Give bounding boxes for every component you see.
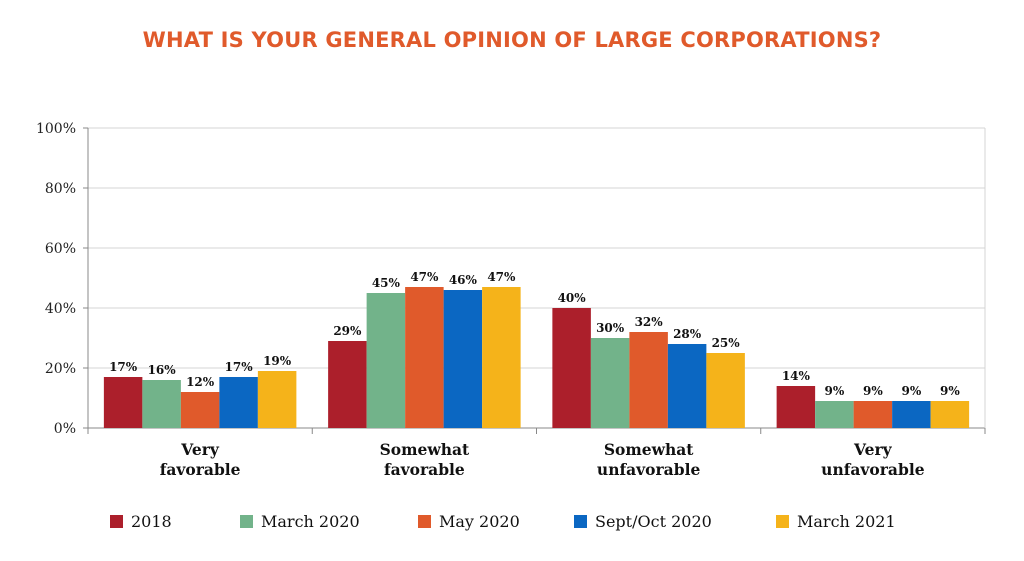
bar [930,401,970,428]
bar [815,401,854,428]
legend: 2018 March 2020 May 2020 Sept/Oct 2020 March… [110,512,896,531]
x-axis: VeryfavorableSomewhatfavorableSomewhatun… [87,428,986,479]
y-tick-label: 0% [54,421,76,437]
legend-swatch [574,515,587,528]
x-category-label: unfavorable [821,460,925,479]
data-label: 32% [635,315,664,329]
x-category-label: Very [180,440,220,459]
bar [667,344,707,428]
x-category-label: Somewhat [604,440,694,459]
bar [103,377,143,428]
data-label: 45% [372,276,401,290]
bar [552,308,591,428]
bar [405,287,444,428]
data-label: 29% [333,324,362,338]
chart-title: WHAT IS YOUR GENERAL OPINION OF LARGE CO… [142,28,882,52]
y-tick-label: 60% [45,241,76,257]
data-labels: 17% 16% 12% 17% 19% 29% 45% 47% 46% 47% 40% 30% 32% 2… [109,270,960,398]
y-tick-label: 80% [45,181,76,197]
legend-label: March 2020 [261,512,360,531]
y-axis: 0% 20% 40% 60% 80% 100% [36,121,986,437]
bar [219,377,258,428]
y-tick-label: 100% [36,121,76,137]
legend-swatch [776,515,789,528]
bar [776,386,816,428]
bar [443,290,483,428]
bar [257,371,297,428]
legend-swatch [240,515,253,528]
bar [482,287,521,428]
data-label: 9% [940,384,960,398]
legend-swatch [110,515,123,528]
data-label: 28% [673,327,702,341]
data-label: 19% [263,354,292,368]
data-label: 17% [109,360,138,374]
y-tick-label: 40% [45,301,76,317]
data-label: 9% [863,384,883,398]
bar [328,341,367,428]
x-category-label: Very [853,440,893,459]
bar [366,293,406,428]
y-tick-label: 20% [45,361,76,377]
bar [629,332,668,428]
data-label: 47% [410,270,439,284]
legend-label: 2018 [131,512,172,531]
bar [706,353,745,428]
data-label: 9% [824,384,844,398]
data-label: 16% [148,363,177,377]
bar [892,401,931,428]
x-category-label: favorable [384,460,465,479]
legend-swatch [418,515,431,528]
legend-label: Sept/Oct 2020 [595,512,712,531]
data-label: 30% [596,321,625,335]
x-category-label: Somewhat [380,440,470,459]
data-label: 9% [901,384,921,398]
data-label: 14% [782,369,811,383]
bar [590,338,630,428]
x-category-label: favorable [160,460,241,479]
data-label: 25% [712,336,741,350]
bar [142,380,181,428]
bars [103,287,970,428]
legend-label: May 2020 [439,512,520,531]
bar [853,401,893,428]
legend-label: March 2021 [797,512,896,531]
x-category-label: unfavorable [597,460,701,479]
data-label: 12% [186,375,215,389]
bar [180,392,220,428]
data-label: 40% [558,291,587,305]
data-label: 46% [449,273,478,287]
data-label: 47% [487,270,516,284]
data-label: 17% [225,360,254,374]
